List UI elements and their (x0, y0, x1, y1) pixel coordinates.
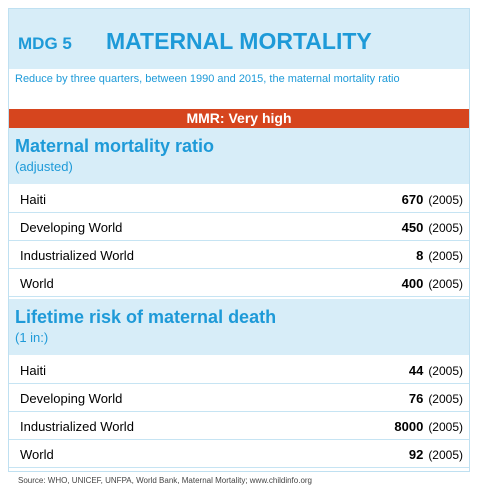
year: (2005) (428, 392, 463, 406)
section-header: Lifetime risk of maternal death (1 in:) (9, 299, 469, 355)
section-title: Maternal mortality ratio (15, 136, 215, 156)
data-row: Haiti 670 (2005) (9, 185, 469, 213)
row-value: 8000 (2005) (394, 419, 463, 434)
header: MDG 5 MATERNAL MORTALITY (9, 9, 469, 69)
section-title: Lifetime risk of maternal death (15, 307, 277, 327)
row-value: 92 (2005) (409, 447, 463, 462)
data-row: Industrialized World 8 (2005) (9, 241, 469, 269)
row-value: 44 (2005) (409, 363, 463, 378)
value: 76 (408, 391, 424, 406)
year: (2005) (428, 249, 463, 263)
row-label: Industrialized World (20, 419, 134, 434)
data-row: Developing World 450 (2005) (9, 213, 469, 241)
year: (2005) (428, 193, 463, 207)
value: 400 (401, 276, 424, 291)
value: 8000 (394, 419, 424, 434)
year: (2005) (428, 277, 463, 291)
data-row: World 400 (2005) (9, 269, 469, 297)
row-label: Developing World (20, 391, 123, 406)
year: (2005) (428, 364, 463, 378)
row-label: World (20, 447, 54, 462)
value: 670 (401, 192, 424, 207)
row-label: Haiti (20, 192, 47, 207)
goal-text: Reduce by three quarters, between 1990 a… (15, 73, 400, 85)
year: (2005) (428, 448, 463, 462)
value: 8 (416, 248, 424, 263)
row-label: Industrialized World (20, 248, 134, 263)
status-bar: MMR: Very high (9, 109, 469, 128)
data-row: Industrialized World 8000 (2005) (9, 412, 469, 440)
row-value: 8 (2005) (416, 248, 463, 263)
header-title: MATERNAL MORTALITY (106, 28, 372, 54)
value: 450 (401, 220, 424, 235)
data-row: Haiti 44 (2005) (9, 356, 469, 384)
row-label: World (20, 276, 54, 291)
year: (2005) (428, 221, 463, 235)
row-value: 450 (2005) (402, 220, 463, 235)
data-row: Developing World 76 (2005) (9, 384, 469, 412)
section-header: Maternal mortality ratio (adjusted) (9, 128, 469, 184)
row-value: 76 (2005) (409, 391, 463, 406)
section-subtitle: (1 in:) (15, 330, 49, 345)
row-label: Developing World (20, 220, 123, 235)
value: 44 (408, 363, 424, 378)
year: (2005) (428, 420, 463, 434)
row-value: 400 (2005) (402, 276, 463, 291)
source: Source: WHO, UNICEF, UNFPA, World Bank, … (18, 476, 313, 485)
row-label: Haiti (20, 363, 47, 378)
value: 92 (408, 447, 424, 462)
goal-tag: MDG 5 (18, 34, 72, 53)
row-value: 670 (2005) (402, 192, 463, 207)
card: MDG 5 MATERNAL MORTALITY Reduce by three… (8, 8, 470, 472)
data-row: World 92 (2005) (9, 440, 469, 468)
section-subtitle: (adjusted) (15, 159, 73, 174)
